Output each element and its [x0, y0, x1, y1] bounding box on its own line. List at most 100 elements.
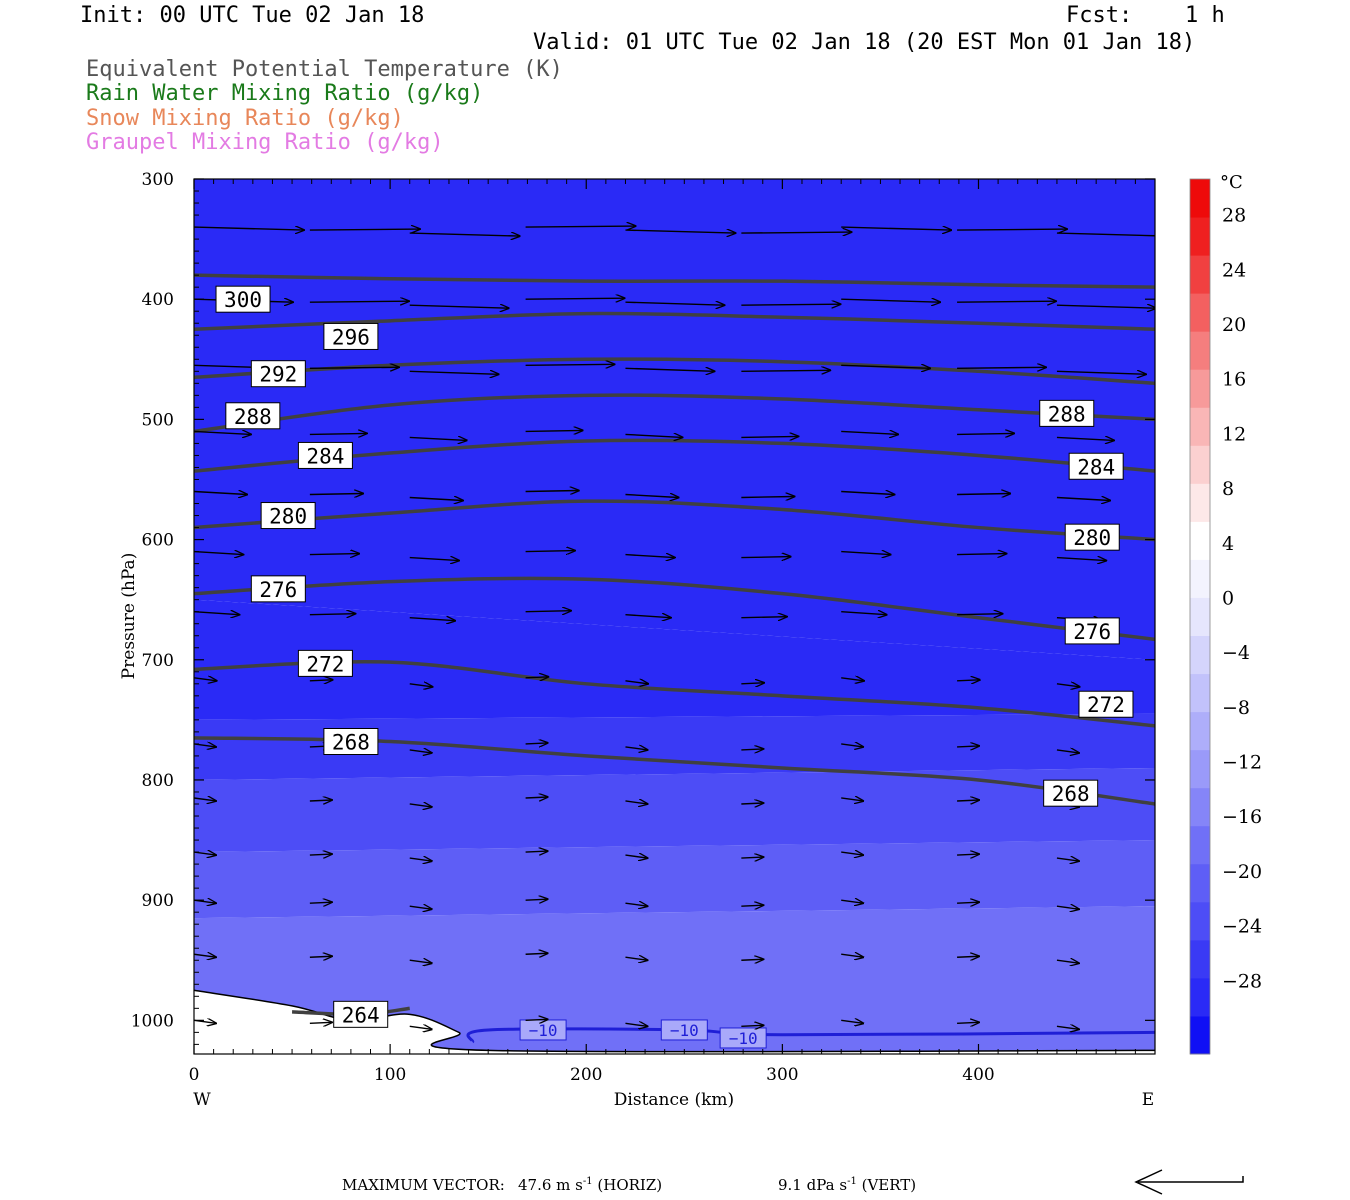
colorbar-tick-label: 0 [1222, 587, 1234, 609]
axes: 300 400 500 600 700 800 900 1000 0 100 200 300 400 W E… [119, 170, 1155, 1110]
temp-zone [194, 767, 1155, 853]
wind-vector [957, 800, 979, 801]
wind-vector [841, 227, 951, 230]
contour-label-text: 296 [332, 325, 370, 349]
wind-vector [194, 798, 216, 801]
forecast-hour: 1 h [1185, 3, 1225, 28]
wind-vector [957, 1022, 979, 1023]
wind-vector [957, 229, 1067, 230]
temp-zone [194, 840, 1155, 919]
temp-zone [194, 599, 1155, 720]
wind-vector [1056, 750, 1079, 753]
wind-vector [525, 491, 579, 492]
contour-label-text: 300 [224, 288, 262, 312]
legend-theta-e: Equivalent Potential Temperature (K) [86, 57, 563, 82]
contour-label-box [1068, 452, 1124, 480]
theta-e-288 [194, 393, 1155, 434]
wind-vector [957, 433, 1014, 434]
colorbar-tick-label: 16 [1222, 369, 1246, 391]
contour-label-box [1039, 399, 1095, 427]
colorbar-swatch [1190, 939, 1210, 979]
legend-graupel: Graupel Mixing Ratio (g/kg) [86, 130, 444, 155]
theta-e-272 [194, 659, 1155, 728]
wind-vector [525, 677, 549, 678]
minus10-label-text: −10 [729, 1029, 758, 1048]
colorbar: 28 24 20 16 12 8 4 0 −4 −8 −12 −16 −20 −24 −28 °C [1189, 172, 1262, 1055]
wind-vector [741, 683, 764, 684]
wind-vector [741, 304, 840, 305]
wind-vector [625, 747, 647, 750]
colorbar-swatch [1190, 179, 1210, 218]
y-tick-label: 700 [142, 651, 174, 671]
wind-vector [309, 956, 332, 957]
wind-vector [409, 233, 520, 236]
wind-vector [957, 680, 980, 681]
label-276-east: 276 [1064, 617, 1120, 645]
contour-label-box [1078, 690, 1134, 718]
colorbar-swatch [1190, 977, 1210, 1017]
wind-vector [841, 492, 894, 495]
contour-label-box [333, 1000, 389, 1028]
contour-label-text: 280 [1073, 526, 1111, 550]
colorbar-tick-label: −24 [1222, 916, 1262, 938]
wind-vector [841, 431, 898, 434]
wind-vector [1056, 960, 1079, 963]
y-axis-label: Pressure (hPa) [119, 553, 139, 680]
wind-vector [957, 301, 1056, 302]
wind-vector [525, 298, 625, 299]
label-280-east: 280 [1064, 523, 1120, 551]
east-label: E [1142, 1090, 1154, 1110]
minus10-contour: −10 −10 −10 [466, 1019, 1156, 1049]
wind-vector [1056, 371, 1146, 374]
temperature-shading [194, 179, 1155, 1054]
label-288-east: 288 [1039, 399, 1095, 427]
colorbar-swatch [1190, 901, 1210, 941]
wind-vector [625, 555, 674, 558]
wind-vector [841, 798, 863, 801]
wind-vector [194, 552, 243, 555]
label-264: 264 [333, 1000, 389, 1028]
wind-vector [741, 370, 830, 371]
temp-zone [194, 179, 1155, 660]
wind-vector [957, 746, 979, 747]
wind-vector [741, 905, 763, 906]
colorbar-unit: °C [1220, 172, 1243, 193]
wind-vector [957, 902, 979, 903]
contour-label-text: 276 [1073, 620, 1111, 644]
contour-label-text: 284 [306, 444, 344, 468]
wind-vector [409, 858, 432, 861]
max-horiz-vector: 47.6 m s-1 (HORIZ) [518, 1176, 662, 1194]
horiz-exponent: -1 [582, 1176, 593, 1187]
colorbar-tick-label: −20 [1222, 861, 1262, 883]
wind-vector [957, 614, 1002, 615]
wind-vector [409, 804, 432, 807]
y-tick-label: 900 [142, 891, 174, 911]
x-tick-label: 300 [766, 1065, 798, 1085]
label-268-east: 268 [1043, 779, 1099, 807]
terrain-fill [194, 990, 1155, 1054]
y-tick-label: 600 [142, 531, 174, 551]
max-vert-vector: 9.1 dPa s-1 (VERT) [778, 1176, 916, 1194]
colorbar-swatch [1190, 749, 1210, 789]
wind-vector [525, 611, 571, 612]
contour-label-box [1064, 523, 1120, 551]
wind-vector [741, 232, 851, 233]
colorbar-swatch [1190, 293, 1210, 332]
colorbar-tick-label: −16 [1222, 806, 1262, 828]
colorbar-tick-label: 24 [1222, 259, 1246, 281]
wind-vector [194, 492, 247, 495]
forecast-label: Fcst: [1066, 3, 1133, 28]
wind-vector [309, 854, 332, 855]
wind-vector [741, 1025, 763, 1026]
label-280: 280 [260, 502, 316, 530]
minus10-label-text: −10 [529, 1021, 558, 1040]
colorbar-swatch [1190, 711, 1210, 751]
contour-label-box [1064, 617, 1120, 645]
x-axis-label: Distance (km) [614, 1090, 734, 1110]
wind-vector [194, 954, 216, 957]
wind-vector [409, 437, 467, 440]
vert-value: 9.1 dPa s [778, 1176, 848, 1194]
wind-vector [741, 497, 794, 498]
wind-vector [525, 551, 575, 552]
init-time: Init: 00 UTC Tue 02 Jan 18 [80, 3, 425, 28]
